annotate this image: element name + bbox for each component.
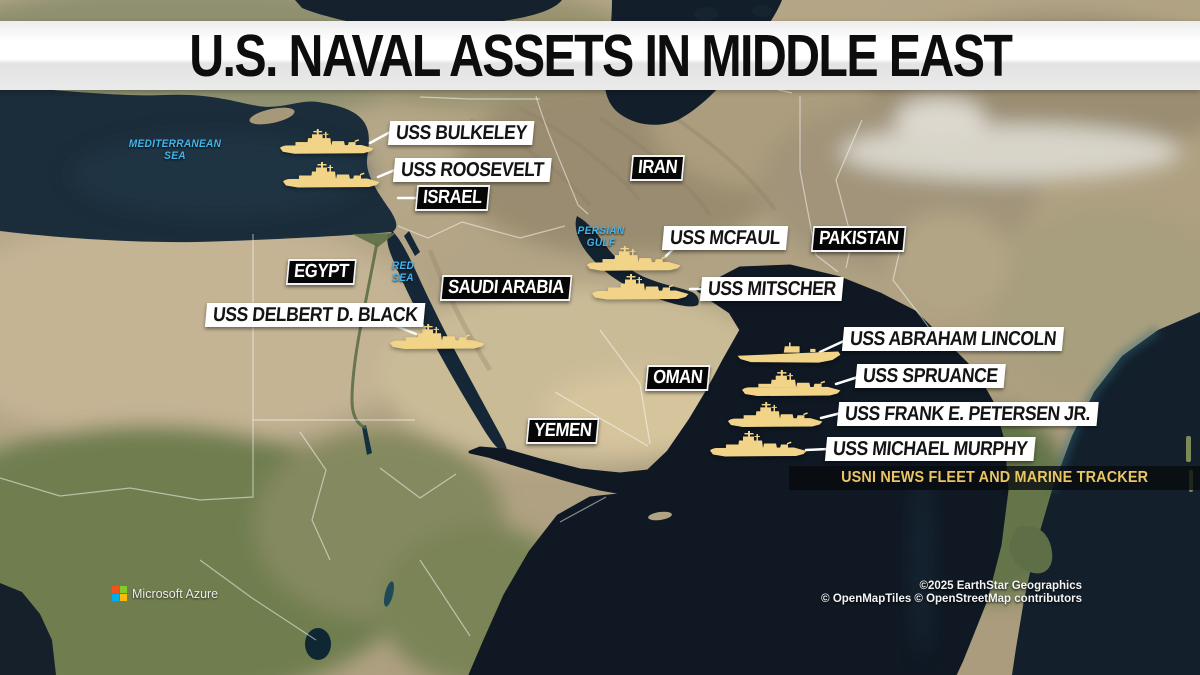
ship-label-uss-michael-murphy: USS MICHAEL MURPHY: [824, 437, 1036, 461]
lake-small-1: [694, 7, 718, 21]
ship-label-uss-mcfaul: USS MCFAUL: [661, 226, 789, 250]
map-attribution: ©2025 EarthStar Geographics © OpenMapTil…: [821, 580, 1082, 606]
page-title: U.S. NAVAL ASSETS IN MIDDLE EAST: [188, 22, 1013, 89]
microsoft-logo-square-yellow: [120, 594, 127, 601]
country-label-saudi-arabia: SAUDI ARABIA: [439, 275, 573, 301]
country-label-israel: ISRAEL: [414, 185, 490, 211]
microsoft-logo-square-red: [112, 586, 119, 593]
country-label-pakistan: PAKISTAN: [810, 226, 907, 252]
title-banner: U.S. NAVAL ASSETS IN MIDDLE EAST: [0, 21, 1200, 90]
gulf-of-aqaba-water: [404, 231, 420, 256]
ship-label-uss-frank-e-petersen-jr: USS FRANK E. PETERSEN JR.: [836, 402, 1099, 426]
bay-of-bengal-water: [1012, 312, 1200, 675]
ship-label-uss-mitscher: USS MITSCHER: [699, 277, 844, 301]
ocean-ridge-streak: [910, 465, 934, 655]
azure-watermark: Microsoft Azure: [112, 586, 218, 601]
sea-label-mediterranean: MEDITERRANEAN SEA: [128, 138, 222, 162]
socotra-island: [648, 511, 672, 521]
ship-label-uss-spruance: USS SPRUANCE: [854, 364, 1006, 388]
azure-watermark-text: Microsoft Azure: [132, 586, 219, 601]
sea-label-line: SEA: [392, 271, 414, 284]
andaman-islands: [1186, 436, 1191, 462]
country-borders: [0, 61, 939, 641]
sea-label-line: MEDITERRANEAN: [128, 138, 222, 150]
ship-label-uss-bulkeley: USS BULKELEY: [387, 121, 535, 145]
sea-label-persian-gulf: PERSIAN GULF: [577, 225, 625, 249]
microsoft-logo-square-blue: [112, 594, 119, 601]
microsoft-logo-square-green: [120, 586, 127, 593]
attribution-line-2: © OpenMapTiles © OpenStreetMap contribut…: [821, 593, 1082, 605]
source-banner-text: USNI NEWS FLEET AND MARINE TRACKER: [840, 469, 1149, 486]
lake-nasser: [362, 425, 372, 455]
country-label-yemen: YEMEN: [525, 418, 600, 444]
lake-turkana: [384, 581, 394, 607]
nile-delta: [352, 233, 396, 247]
sea-label-line: RED: [391, 260, 415, 272]
sea-label-line: GULF: [586, 236, 616, 249]
ship-label-uss-abraham-lincoln: USS ABRAHAM LINCOLN: [841, 327, 1065, 351]
country-label-iran: IRAN: [629, 155, 686, 181]
nile-river: [350, 242, 379, 430]
country-label-egypt: EGYPT: [285, 259, 357, 285]
source-banner: USNI NEWS FLEET AND MARINE TRACKER: [789, 466, 1200, 490]
lake-small-2: [752, 5, 772, 17]
cyprus-island: [249, 107, 295, 125]
mediterranean-light-patch: [70, 133, 370, 217]
lake-victoria: [305, 628, 331, 660]
ship-label-uss-roosevelt: USS ROOSEVELT: [392, 158, 552, 182]
attribution-line-1: ©2025 EarthStar Geographics: [919, 580, 1082, 592]
atlantic-corner-water: [0, 583, 56, 675]
sea-label-line: SEA: [164, 149, 186, 162]
microsoft-logo-icon: [112, 586, 127, 601]
ship-label-uss-delbert-d-black: USS DELBERT D. BLACK: [204, 303, 426, 327]
sea-label-red-sea: RED SEA: [391, 260, 415, 284]
sri-lanka-island: [1009, 525, 1053, 574]
bay-of-bengal-coastal-shallows: [1047, 326, 1161, 492]
sea-label-line: PERSIAN: [577, 225, 625, 237]
country-label-oman: OMAN: [644, 365, 711, 391]
